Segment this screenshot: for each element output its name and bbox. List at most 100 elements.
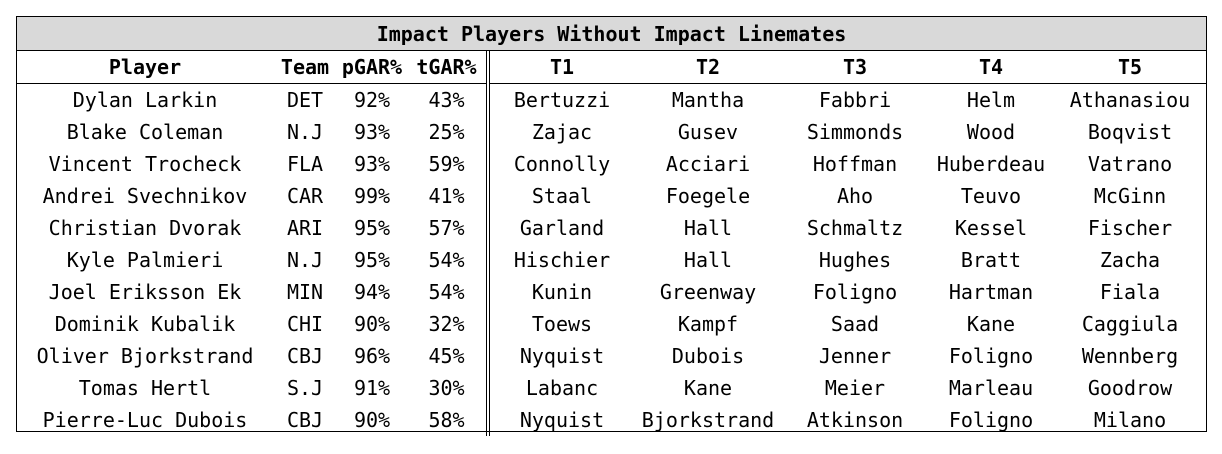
cell-t1: Bertuzzi xyxy=(513,88,611,112)
header-tgar: tGAR% xyxy=(407,51,490,84)
cell-player: Joel Eriksson Ek xyxy=(48,280,242,304)
cell-player: Dylan Larkin xyxy=(72,88,218,112)
cell-player: Pierre-Luc Dubois xyxy=(42,408,248,432)
cell-tgar: 54% xyxy=(407,276,490,308)
table-row: Pierre-Luc Dubois CBJ 90% 58% Nyquist Bjorkst… xyxy=(17,404,1206,436)
cell-t3: Atkinson xyxy=(806,408,904,432)
cell-t1: Connolly xyxy=(513,152,611,176)
cell-player: Dominik Kubalik xyxy=(54,312,236,336)
cell-t3: Hoffman xyxy=(812,152,898,176)
cell-tgar: 32% xyxy=(407,308,490,340)
cell-team: MIN xyxy=(286,280,324,304)
table-row: Oliver Bjorkstrand CBJ 96% 45% Nyquist Dubois… xyxy=(17,340,1206,372)
cell-t3: Schmaltz xyxy=(806,216,904,240)
cell-t1: Nyquist xyxy=(519,408,605,432)
cell-t5: Caggiula xyxy=(1081,312,1179,336)
cell-pgar: 94% xyxy=(353,280,391,304)
cell-t4: Foligno xyxy=(948,408,1034,432)
cell-t1: Kunin xyxy=(531,280,593,304)
cell-team: ARI xyxy=(286,216,324,240)
cell-pgar: 91% xyxy=(353,376,391,400)
cell-player: Vincent Trocheck xyxy=(48,152,242,176)
cell-t3: Jenner xyxy=(818,344,892,368)
cell-t2: Bjorkstrand xyxy=(641,408,775,432)
cell-t4: Bratt xyxy=(960,248,1022,272)
table-row: Dylan Larkin DET 92% 43% Bertuzzi Mantha Fabbr… xyxy=(17,83,1206,116)
cell-tgar: 58% xyxy=(407,404,490,436)
header-row: Player Team pGAR% tGAR% T1 T2 T3 T4 T5 xyxy=(17,51,1206,84)
cell-tgar: 59% xyxy=(407,148,490,180)
cell-t5: Milano xyxy=(1093,408,1167,432)
cell-t5: Vatrano xyxy=(1087,152,1173,176)
table-row: Vincent Trocheck FLA 93% 59% Connolly Acciari… xyxy=(17,148,1206,180)
cell-t3: Saad xyxy=(830,312,880,336)
cell-player: Blake Coleman xyxy=(66,120,224,144)
cell-pgar: 95% xyxy=(353,216,391,240)
cell-pgar: 93% xyxy=(353,120,391,144)
players-table: Player Team pGAR% tGAR% T1 T2 T3 T4 T5 D… xyxy=(17,51,1206,436)
cell-t3: Aho xyxy=(836,184,874,208)
cell-tgar: 57% xyxy=(407,212,490,244)
cell-t3: Hughes xyxy=(818,248,892,272)
cell-t1: Zajac xyxy=(531,120,593,144)
cell-team: CBJ xyxy=(286,344,324,368)
cell-pgar: 96% xyxy=(353,344,391,368)
cell-team: FLA xyxy=(286,152,324,176)
cell-t1: Nyquist xyxy=(519,344,605,368)
cell-t2: Greenway xyxy=(659,280,757,304)
cell-t4: Foligno xyxy=(948,344,1034,368)
table-row: Dominik Kubalik CHI 90% 32% Toews Kampf Saad Ka… xyxy=(17,308,1206,340)
cell-team: CBJ xyxy=(286,408,324,432)
cell-tgar: 54% xyxy=(407,244,490,276)
cell-player: Kyle Palmieri xyxy=(66,248,224,272)
cell-tgar: 30% xyxy=(407,372,490,404)
cell-tgar: 25% xyxy=(407,116,490,148)
header-player: Player xyxy=(17,51,273,84)
table-row: Kyle Palmieri N.J 95% 54% Hischier Hall Hughes… xyxy=(17,244,1206,276)
header-pgar: pGAR% xyxy=(337,51,407,84)
table-row: Christian Dvorak ARI 95% 57% Garland Hall Schm… xyxy=(17,212,1206,244)
cell-t5: Zacha xyxy=(1099,248,1161,272)
cell-t1: Toews xyxy=(531,312,593,336)
cell-t3: Meier xyxy=(824,376,886,400)
cell-t5: Fiala xyxy=(1099,280,1161,304)
cell-t3: Simmonds xyxy=(806,120,904,144)
cell-t2: Acciari xyxy=(665,152,751,176)
header-team: Team xyxy=(273,51,337,84)
cell-player: Oliver Bjorkstrand xyxy=(36,344,254,368)
cell-t2: Dubois xyxy=(671,344,745,368)
cell-t1: Labanc xyxy=(525,376,599,400)
header-t4: T4 xyxy=(928,51,1054,84)
header-t2: T2 xyxy=(634,51,782,84)
cell-t3: Fabbri xyxy=(818,88,892,112)
cell-t5: Boqvist xyxy=(1087,120,1173,144)
cell-team: DET xyxy=(286,88,324,112)
cell-t5: Wennberg xyxy=(1081,344,1179,368)
cell-t2: Hall xyxy=(683,248,733,272)
cell-tgar: 41% xyxy=(407,180,490,212)
cell-team: N.J xyxy=(286,120,324,144)
cell-t4: Helm xyxy=(966,88,1016,112)
cell-t5: McGinn xyxy=(1093,184,1167,208)
cell-pgar: 92% xyxy=(353,88,391,112)
cell-team: CAR xyxy=(286,184,324,208)
cell-t2: Hall xyxy=(683,216,733,240)
header-t1: T1 xyxy=(488,51,634,84)
cell-t4: Hartman xyxy=(948,280,1034,304)
cell-t2: Gusev xyxy=(677,120,739,144)
cell-t3: Foligno xyxy=(812,280,898,304)
cell-t5: Goodrow xyxy=(1087,376,1173,400)
cell-t5: Fischer xyxy=(1087,216,1173,240)
cell-team: N.J xyxy=(286,248,324,272)
impact-players-table-container: Impact Players Without Impact Linemates … xyxy=(16,16,1207,436)
cell-t2: Mantha xyxy=(671,88,745,112)
cell-pgar: 95% xyxy=(353,248,391,272)
header-t3: T3 xyxy=(782,51,928,84)
cell-t2: Kampf xyxy=(677,312,739,336)
cell-pgar: 90% xyxy=(353,408,391,432)
cell-pgar: 90% xyxy=(353,312,391,336)
cell-t4: Kessel xyxy=(954,216,1028,240)
table-body: Dylan Larkin DET 92% 43% Bertuzzi Mantha Fabbr… xyxy=(17,83,1206,436)
cell-tgar: 45% xyxy=(407,340,490,372)
cell-player: Tomas Hertl xyxy=(78,376,212,400)
